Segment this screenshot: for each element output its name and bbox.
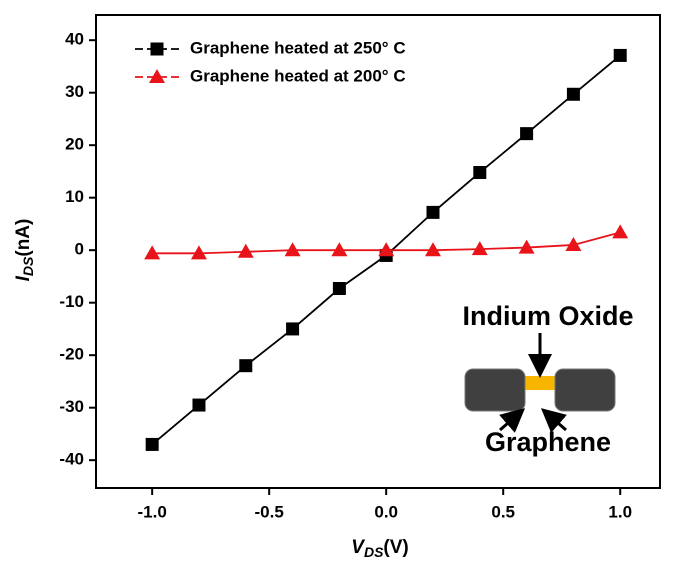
arrow bbox=[540, 408, 567, 433]
marker bbox=[426, 205, 440, 219]
marker bbox=[332, 282, 346, 296]
y-axis-label: IDS(nA) bbox=[13, 219, 36, 282]
marker bbox=[613, 48, 627, 62]
x-tick-label: -1.0 bbox=[138, 502, 167, 521]
legend-label: Graphene heated at 250° C bbox=[190, 38, 406, 57]
marker bbox=[471, 241, 488, 256]
plot-frame bbox=[95, 14, 661, 489]
marker bbox=[473, 165, 487, 179]
marker bbox=[144, 245, 161, 260]
marker bbox=[190, 245, 207, 260]
marker bbox=[239, 359, 253, 373]
x-tick-label: -0.5 bbox=[255, 502, 284, 521]
y-label-main: I bbox=[13, 275, 34, 281]
y-label-sub: DS bbox=[20, 256, 36, 276]
arrow bbox=[499, 408, 526, 433]
legend-label: Graphene heated at 200° C bbox=[190, 66, 406, 85]
y-tick-label: -20 bbox=[59, 345, 84, 364]
marker bbox=[286, 322, 300, 336]
y-tick-label: -30 bbox=[59, 397, 84, 416]
x-tick-label: 0.0 bbox=[374, 502, 398, 521]
marker bbox=[150, 42, 164, 56]
x-label-sub: DS bbox=[364, 544, 384, 560]
marker bbox=[566, 87, 580, 101]
marker bbox=[518, 239, 535, 254]
marker bbox=[612, 224, 629, 239]
electrode bbox=[464, 368, 526, 412]
marker bbox=[424, 242, 441, 257]
marker bbox=[284, 242, 301, 257]
marker bbox=[378, 242, 395, 257]
y-tick-label: 20 bbox=[65, 135, 84, 154]
y-tick-label: 10 bbox=[65, 187, 84, 206]
marker bbox=[237, 243, 254, 258]
annotation: Graphene bbox=[485, 427, 611, 457]
y-label-unit: (nA) bbox=[13, 219, 34, 257]
marker bbox=[192, 398, 206, 412]
x-label-unit: (V) bbox=[383, 537, 408, 558]
annotation: Indium Oxide bbox=[462, 301, 633, 331]
inset: Indium Oxide Graphene bbox=[462, 301, 633, 457]
x-tick-label: 0.5 bbox=[491, 502, 515, 521]
electrode bbox=[554, 368, 616, 412]
y-tick-label: 0 bbox=[75, 240, 84, 259]
oxide-bar bbox=[523, 376, 557, 390]
marker bbox=[520, 127, 534, 141]
y-tick-label: -10 bbox=[59, 292, 84, 311]
x-label-main: V bbox=[351, 537, 365, 558]
x-tick-label: 1.0 bbox=[608, 502, 632, 521]
marker bbox=[331, 242, 348, 257]
x-axis-label: VDS(V) bbox=[351, 537, 408, 560]
marker bbox=[149, 69, 165, 83]
marker bbox=[565, 236, 582, 251]
y-tick-label: -40 bbox=[59, 450, 84, 469]
y-tick-label: 40 bbox=[65, 30, 84, 49]
marker bbox=[145, 437, 159, 451]
y-tick-label: 30 bbox=[65, 82, 84, 101]
